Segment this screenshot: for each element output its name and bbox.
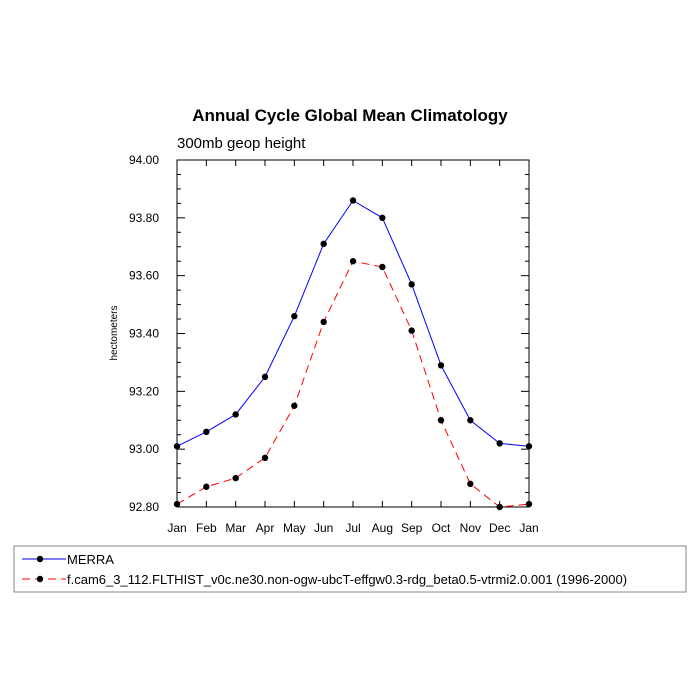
legend-label-1: MERRA (67, 552, 114, 567)
series-line-1 (176, 199, 530, 447)
data-point-series-1 (467, 417, 474, 424)
data-point-series-2 (320, 318, 327, 326)
x-tick-label: Sep (401, 521, 423, 535)
chart-subtitle: 300mb geop height (177, 135, 306, 152)
y-axis-label: hectometers (109, 305, 120, 360)
data-point-series-1 (232, 411, 239, 418)
y-tick-label: 93.20 (129, 384, 159, 398)
legend: MERRA f.cam6_3_112.FLTHIST_v0c.ne30.non-o… (22, 552, 627, 587)
data-point-series-2 (232, 474, 239, 482)
y-tick-label: 92.80 (129, 500, 159, 514)
x-axis: Jan Feb Mar Apr May Jun Jul Aug Sep Oct Nov Dec Jan (167, 160, 539, 535)
legend-marker-2 (36, 575, 44, 583)
plot-frame (176, 159, 530, 508)
data-point-series-2 (437, 417, 445, 424)
legend-box (13, 545, 687, 593)
data-point-series-1 (203, 428, 210, 436)
x-tick-label: May (283, 521, 306, 535)
data-point-series-2 (496, 503, 503, 511)
x-tick-label: Mar (225, 521, 246, 535)
x-tick-label: Jan (167, 521, 186, 535)
data-point-series-2 (525, 500, 533, 508)
data-point-series-1 (525, 443, 533, 450)
x-tick-label: Oct (432, 521, 451, 535)
y-tick-label: 94.00 (129, 153, 159, 167)
data-point-series-1 (408, 281, 415, 288)
x-tick-label: Jun (314, 521, 333, 535)
data-point-series-1 (173, 443, 181, 450)
data-point-series-2 (291, 402, 298, 409)
series-line-2 (176, 260, 530, 508)
data-point-series-2 (261, 454, 269, 462)
data-point-series-2 (467, 480, 474, 488)
legend-label-2: f.cam6_3_112.FLTHIST_v0c.ne30.non-ogw-ub… (67, 572, 627, 587)
data-point-series-1 (437, 362, 445, 369)
data-point-series-2 (173, 500, 181, 508)
x-tick-label: Apr (256, 521, 275, 535)
data-point-series-1 (291, 312, 298, 320)
y-tick-label: 93.60 (129, 269, 159, 283)
x-tick-label: Dec (489, 521, 510, 535)
data-point-series-1 (496, 440, 503, 447)
x-tick-label: Jan (519, 521, 538, 535)
y-axis: 92.80 93.00 93.20 93.40 93.60 93.80 94.00 (129, 153, 529, 514)
series-layer (173, 197, 533, 511)
data-point-series-1 (379, 214, 386, 222)
y-tick-label: 93.40 (129, 327, 159, 341)
y-tick-label: 93.80 (129, 211, 159, 225)
data-point-series-2 (203, 483, 210, 490)
x-tick-label: Aug (372, 521, 393, 535)
chart-title: Annual Cycle Global Mean Climatology (192, 106, 508, 125)
legend-marker-1 (36, 555, 44, 563)
data-point-series-2 (408, 327, 415, 334)
data-point-series-1 (261, 373, 269, 381)
x-tick-label: Jul (345, 521, 360, 535)
data-point-series-2 (349, 258, 357, 265)
x-tick-label: Feb (196, 521, 217, 535)
data-point-series-1 (349, 197, 357, 204)
y-tick-label: 93.00 (129, 442, 159, 456)
data-point-series-1 (320, 240, 327, 248)
data-point-series-2 (379, 263, 386, 271)
x-tick-label: Nov (460, 521, 481, 535)
